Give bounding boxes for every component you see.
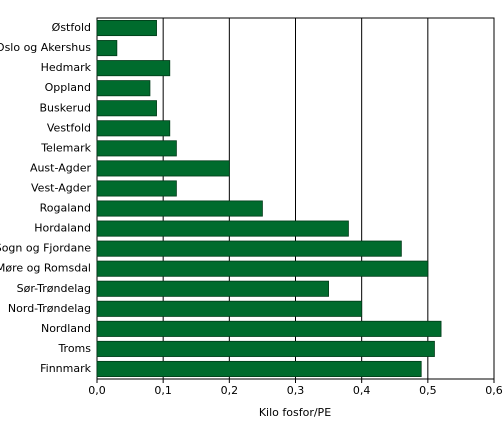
bar — [96, 360, 422, 377]
bar — [96, 20, 157, 37]
y-tick-label: Troms — [57, 342, 91, 355]
y-tick-label: Østfold — [52, 21, 91, 34]
y-tick-label: Telemark — [40, 141, 91, 154]
bar — [96, 200, 263, 217]
x-tick-label: 0,1 — [154, 384, 172, 397]
y-tick-label: Aust-Agder — [30, 161, 92, 174]
bar — [96, 60, 171, 77]
y-tick-label: Nordland — [41, 322, 91, 335]
bar — [96, 180, 177, 197]
y-tick-label: Vestfold — [47, 121, 91, 134]
y-tick-label: Sør-Trøndelag — [17, 282, 91, 295]
x-axis-label: Kilo fosfor/PE — [259, 406, 331, 419]
y-tick-label: Sogn og Fjordane — [0, 242, 91, 255]
y-tick-label: Møre og Romsdal — [0, 262, 91, 275]
x-tick-label: 0,5 — [419, 384, 437, 397]
bar — [96, 240, 402, 257]
bar — [96, 260, 429, 277]
bar — [96, 280, 329, 297]
bar — [96, 140, 177, 157]
x-tick-label: 0,2 — [221, 384, 239, 397]
y-tick-label: Hordaland — [34, 222, 91, 235]
bar — [96, 300, 363, 317]
x-tick-label: 0,3 — [287, 384, 305, 397]
y-tick-label: Hedmark — [41, 61, 92, 74]
bar — [96, 100, 157, 117]
y-tick-label: Oslo og Akershus — [0, 41, 91, 54]
bar — [96, 160, 230, 177]
bar — [96, 320, 442, 337]
x-tick-label: 0,0 — [88, 384, 106, 397]
bar — [96, 40, 118, 57]
y-tick-label: Rogaland — [40, 202, 91, 215]
bar — [96, 220, 349, 237]
x-tick-label: 0,6 — [485, 384, 503, 397]
x-tick-label: 0,4 — [353, 384, 371, 397]
y-tick-label: Buskerud — [40, 101, 91, 114]
bar — [96, 80, 151, 97]
bar — [96, 120, 171, 137]
y-tick-label: Finnmark — [40, 362, 92, 375]
y-tick-label: Oppland — [45, 81, 91, 94]
y-tick-label: Vest-Agder — [31, 181, 91, 194]
bar — [96, 340, 435, 357]
y-tick-label: Nord-Trøndelag — [8, 302, 91, 315]
